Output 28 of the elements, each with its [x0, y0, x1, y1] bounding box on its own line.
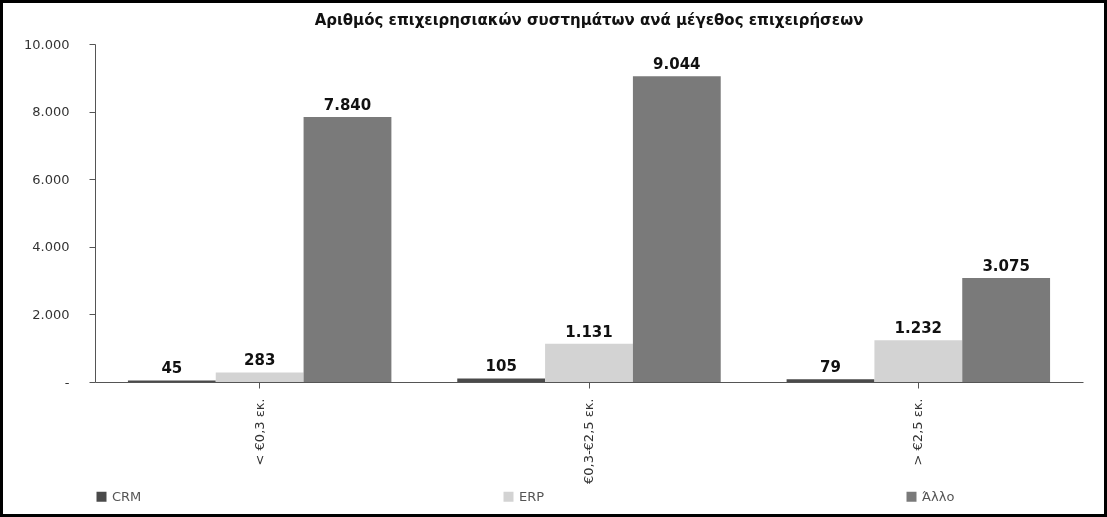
x-tick-label: < €0,3 εκ. [251, 398, 267, 466]
y-tick-label: - [64, 374, 70, 390]
bar [962, 278, 1051, 382]
y-tick-label: 2.000 [32, 306, 70, 322]
data-label: 7.840 [323, 96, 372, 115]
data-label: 79 [820, 358, 841, 377]
y-tick-label: 4.000 [32, 239, 70, 255]
legend-label: ERP [519, 488, 545, 504]
data-label: 105 [485, 357, 517, 376]
data-label: 1.232 [894, 319, 943, 338]
data-label: 3.075 [982, 257, 1030, 276]
y-tick-label: 6.000 [32, 171, 70, 187]
chart-title: Αριθμός επιχειρησιακών συστημάτων ανά μέγεθος επιχειρήσεων [314, 11, 864, 29]
x-tick-label: €0,3-€2,5 εκ. [581, 398, 596, 485]
legend-label: CRM [112, 488, 142, 504]
legend-label: Άλλο [922, 488, 955, 504]
bar [874, 340, 963, 382]
data-label: 283 [244, 351, 276, 370]
y-tick-label: 8.000 [32, 104, 70, 120]
bar [632, 76, 721, 382]
data-label: 1.131 [565, 322, 613, 341]
data-label: 45 [161, 359, 183, 378]
y-tick-label: 10.000 [24, 36, 70, 52]
bar [215, 372, 304, 382]
bar [545, 343, 633, 382]
bar [303, 117, 392, 382]
x-tick-label: > €2,5 εκ. [910, 398, 926, 466]
data-label: 9.044 [653, 55, 701, 74]
